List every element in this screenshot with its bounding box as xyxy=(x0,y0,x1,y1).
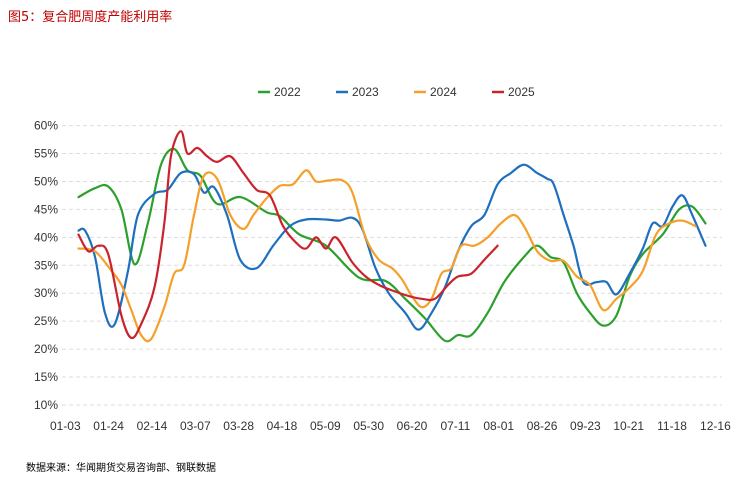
y-tick-label: 15% xyxy=(34,370,58,384)
y-tick-label: 10% xyxy=(34,398,58,412)
y-axis-ticks: 10% 15% 20% 25% 30% 35% 40% 45% 50% 55% 60% xyxy=(34,119,58,412)
x-tick-label: 01-03 xyxy=(50,419,81,433)
x-tick-label: 02-14 xyxy=(137,419,168,433)
grid-lines xyxy=(62,125,722,406)
x-tick-label: 03-28 xyxy=(223,419,254,433)
legend-label-2023: 2023 xyxy=(352,85,379,99)
legend-label-2024: 2024 xyxy=(430,85,457,99)
x-tick-label: 09-23 xyxy=(570,419,601,433)
x-tick-label: 05-09 xyxy=(310,419,341,433)
x-tick-label: 01-24 xyxy=(93,419,124,433)
x-tick-label: 03-07 xyxy=(180,419,211,433)
y-tick-label: 25% xyxy=(34,314,58,328)
legend: 2022 2023 2024 2025 xyxy=(258,85,535,99)
y-tick-label: 45% xyxy=(34,202,58,216)
y-tick-label: 35% xyxy=(34,258,58,272)
x-tick-label: 07-11 xyxy=(440,419,470,433)
series-lines xyxy=(77,130,707,343)
series-line-2024 xyxy=(77,169,697,343)
legend-label-2022: 2022 xyxy=(274,85,301,99)
y-tick-label: 20% xyxy=(34,342,58,356)
legend-label-2025: 2025 xyxy=(508,85,535,99)
x-tick-label: 06-20 xyxy=(397,419,428,433)
x-tick-label: 04-18 xyxy=(267,419,298,433)
y-tick-label: 30% xyxy=(34,286,58,300)
chart-title: 图5：复合肥周度产能利用率 xyxy=(8,10,173,25)
series-line-2023 xyxy=(77,163,707,331)
series-line-2022 xyxy=(77,147,707,343)
series-line-2025 xyxy=(77,130,499,340)
y-tick-label: 40% xyxy=(34,230,58,244)
x-tick-label: 08-26 xyxy=(527,419,558,433)
x-tick-label: 11-18 xyxy=(657,419,687,433)
x-axis-ticks: 01-03 01-24 02-14 03-07 03-28 04-18 05-09 05-30… xyxy=(50,419,731,433)
y-tick-label: 55% xyxy=(34,147,58,161)
y-tick-label: 50% xyxy=(34,174,58,188)
x-tick-label: 10-21 xyxy=(613,419,644,433)
x-tick-label: 08-01 xyxy=(483,419,514,433)
y-tick-label: 60% xyxy=(34,119,58,133)
source-note: 数据来源：华闻期货交易咨询部、钢联数据 xyxy=(26,463,216,474)
x-tick-label: 12-16 xyxy=(700,419,731,433)
x-tick-label: 05-30 xyxy=(353,419,384,433)
